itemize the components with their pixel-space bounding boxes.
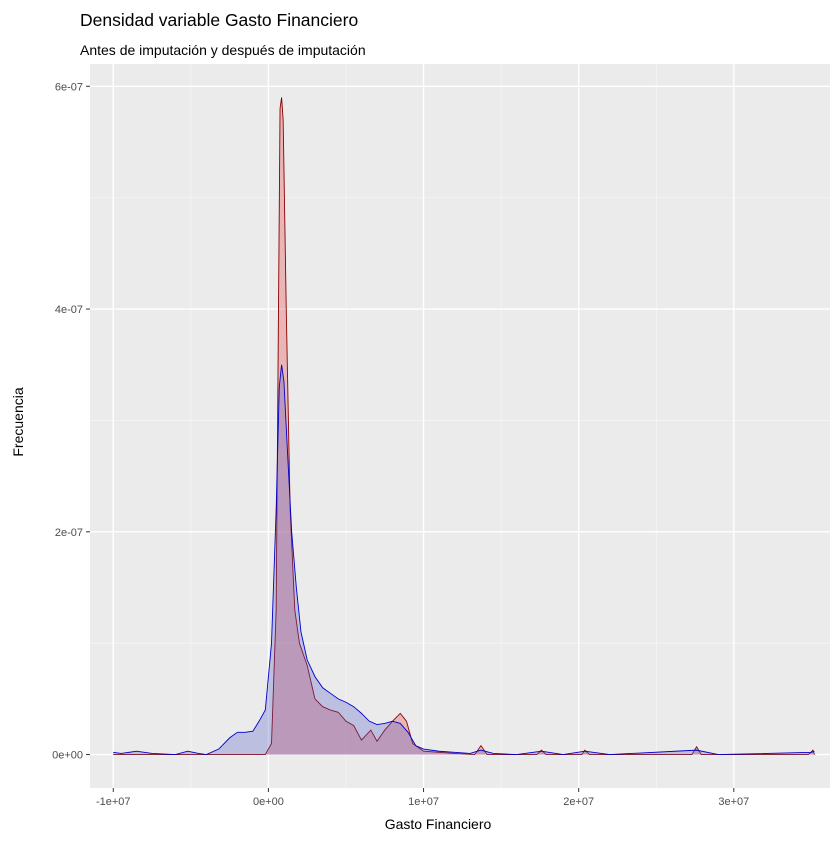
- chart-title: Densidad variable Gasto Financiero: [80, 10, 358, 30]
- x-tick-label: 0e+00: [253, 796, 284, 808]
- grid-minor: [90, 64, 830, 788]
- density-line-2: [113, 364, 815, 756]
- y-tick-label: 2e-07: [55, 527, 83, 539]
- x-tick-label: 1e+07: [408, 796, 439, 808]
- x-tick-label: 3e+07: [718, 796, 749, 808]
- density-line-1: [113, 97, 815, 756]
- y-tick-label: 4e-07: [55, 304, 83, 316]
- x-axis-title: Gasto Financiero: [385, 816, 492, 832]
- density-area-1: [113, 97, 815, 755]
- y-axis-title: Frecuencia: [10, 387, 26, 456]
- x-tick-label: -1e+07: [96, 796, 131, 808]
- y-tick-label: 6e-07: [55, 81, 83, 93]
- plot-panel: [90, 64, 830, 788]
- x-tick-label: 2e+07: [563, 796, 594, 808]
- y-axis: 0e+00 2e-07 4e-07 6e-07: [52, 81, 90, 762]
- y-tick-label: 0e+00: [52, 750, 83, 762]
- density-area-2: [113, 364, 815, 755]
- series-layer: [113, 97, 815, 756]
- x-axis: -1e+07 0e+00 1e+07 2e+07 3e+07: [96, 788, 749, 808]
- chart-subtitle: Antes de imputación y después de imputac…: [80, 42, 366, 58]
